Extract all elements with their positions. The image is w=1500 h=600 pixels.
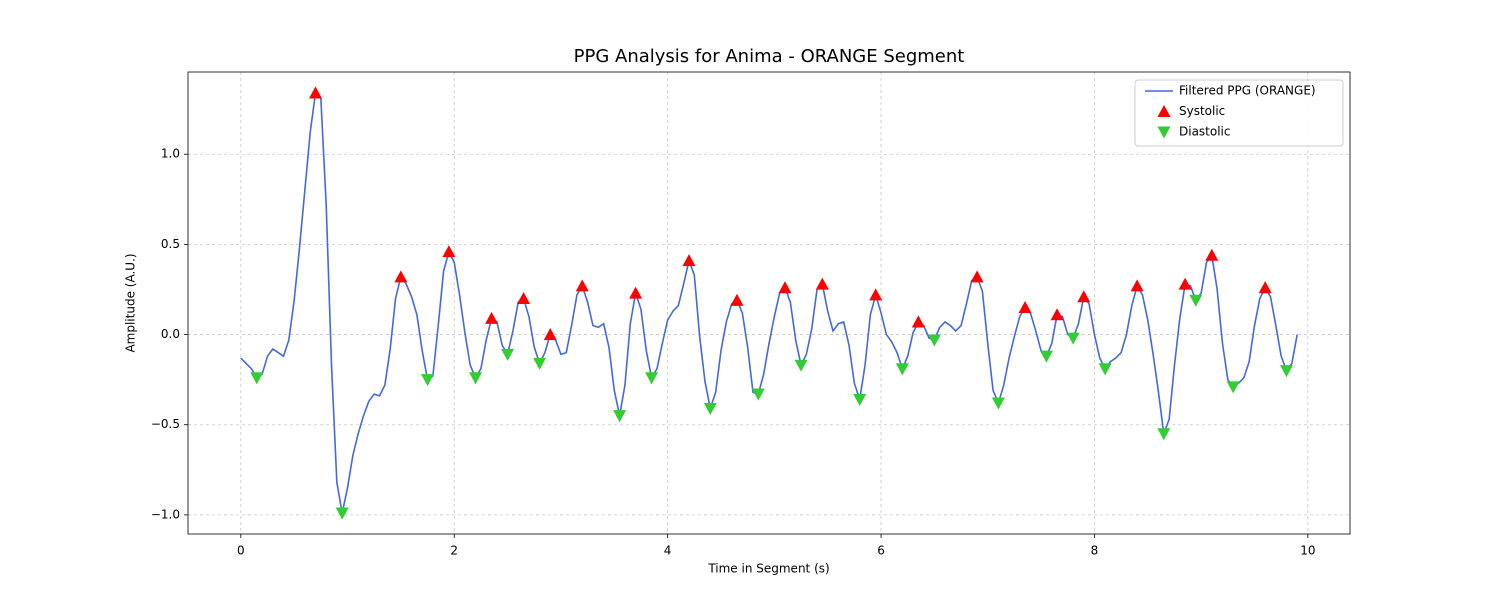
systolic-marker [815, 277, 829, 290]
systolic-marker [1050, 308, 1064, 321]
systolic-marker [394, 270, 408, 283]
chart-title: PPG Analysis for Anima - ORANGE Segment [574, 46, 965, 67]
systolic-marker [543, 328, 557, 341]
diastolic-marker [250, 372, 264, 385]
x-tick-label: 6 [877, 544, 885, 558]
diastolic-marker [645, 372, 659, 385]
systolic-marker [911, 315, 925, 328]
diastolic-marker [927, 334, 941, 347]
diastolic-marker [703, 402, 717, 415]
x-tick-label: 4 [664, 544, 672, 558]
diastolic-marker [1039, 350, 1053, 363]
y-tick-label: 1.0 [161, 147, 180, 161]
diastolic-marker [421, 374, 435, 387]
x-tick-label: 10 [1300, 544, 1315, 558]
y-tick-label: 0.0 [161, 327, 180, 341]
y-tick-label: 0.5 [161, 237, 180, 251]
systolic-marker [1178, 277, 1192, 290]
y-tick-label: −0.5 [151, 417, 180, 431]
signal-line [240, 91, 1298, 514]
diastolic-marker [335, 507, 349, 520]
x-tick-label: 0 [237, 544, 245, 558]
diastolic-marker [613, 410, 627, 423]
systolic-marker [730, 293, 744, 306]
plot-frame [187, 71, 1351, 535]
systolic-marker [485, 311, 499, 324]
diastolic-marker [751, 388, 765, 401]
x-tick-label: 8 [1091, 544, 1099, 558]
systolic-marker [970, 270, 984, 283]
legend-swatch [1157, 105, 1171, 118]
diastolic-marker [1157, 428, 1171, 441]
legend-label: Systolic [1179, 104, 1225, 118]
legend-swatch [1157, 126, 1171, 139]
diastolic-marker [794, 359, 808, 372]
systolic-marker [1018, 301, 1032, 314]
systolic-marker [1258, 281, 1272, 294]
diastolic-marker [1226, 381, 1240, 394]
systolic-marker [517, 291, 531, 305]
diastolic-marker [895, 363, 909, 376]
systolic-marker [442, 245, 456, 258]
diastolic-marker [853, 393, 867, 406]
legend-label: Filtered PPG (ORANGE) [1179, 84, 1316, 98]
systolic-marker [1130, 279, 1144, 292]
legend-label: Diastolic [1179, 125, 1231, 139]
systolic-marker [629, 286, 643, 299]
systolic-marker [682, 254, 696, 267]
diastolic-marker [1280, 365, 1294, 378]
y-tick-label: −1.0 [151, 507, 180, 521]
systolic-marker [309, 86, 323, 99]
systolic-marker [575, 279, 589, 292]
diastolic-marker [1098, 363, 1112, 376]
systolic-marker [1077, 290, 1091, 303]
x-axis-label: Time in Segment (s) [707, 562, 829, 576]
legend-box [1134, 79, 1344, 147]
diastolic-marker [501, 348, 515, 361]
systolic-marker [778, 281, 792, 294]
diastolic-marker [991, 397, 1005, 410]
y-axis-label: Amplitude (A.U.) [124, 253, 138, 352]
systolic-marker [1205, 248, 1219, 261]
diastolic-marker [1189, 294, 1203, 307]
diastolic-marker [1066, 332, 1080, 345]
systolic-marker [869, 288, 883, 301]
diastolic-marker [533, 357, 547, 370]
x-tick-label: 2 [450, 544, 458, 558]
diastolic-marker [469, 372, 483, 385]
